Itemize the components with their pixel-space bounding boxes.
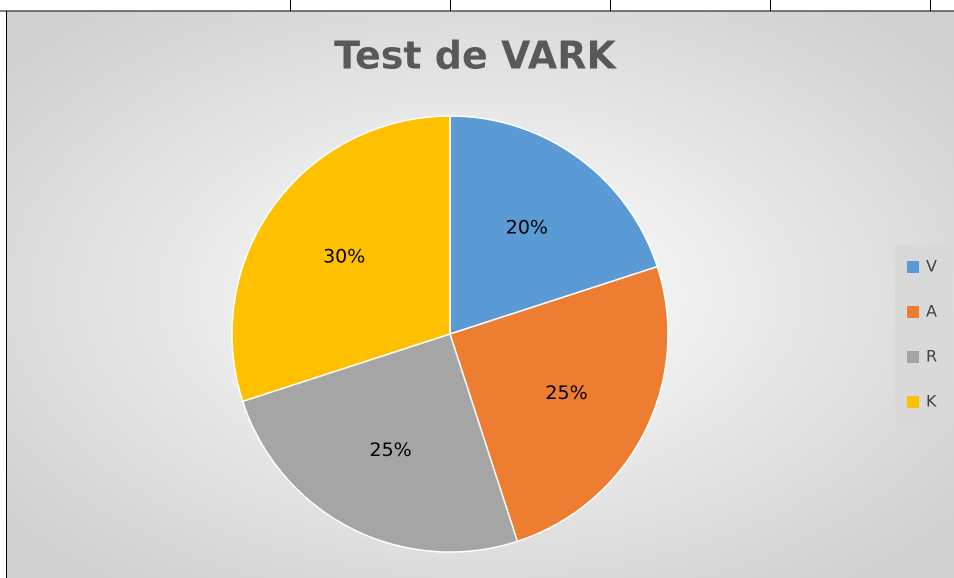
data-label: 20% [506, 217, 548, 239]
legend-label: R [926, 347, 937, 366]
pie-slice [449, 265, 669, 543]
pie-slice [241, 333, 519, 553]
legend-swatch [907, 306, 919, 318]
data-label: 25% [545, 382, 587, 404]
legend-swatch [907, 396, 919, 408]
chart-title: Test de VARK [334, 34, 617, 78]
pie-slice [231, 115, 451, 403]
legend-label: V [926, 257, 937, 276]
legend-swatch [907, 261, 919, 273]
legend-label: K [926, 392, 937, 411]
pie-slice [449, 115, 659, 336]
legend-label: A [926, 302, 937, 321]
legend-box [895, 245, 952, 425]
legend-swatch [907, 351, 919, 363]
data-label: 25% [370, 439, 412, 461]
data-label: 30% [323, 246, 365, 268]
